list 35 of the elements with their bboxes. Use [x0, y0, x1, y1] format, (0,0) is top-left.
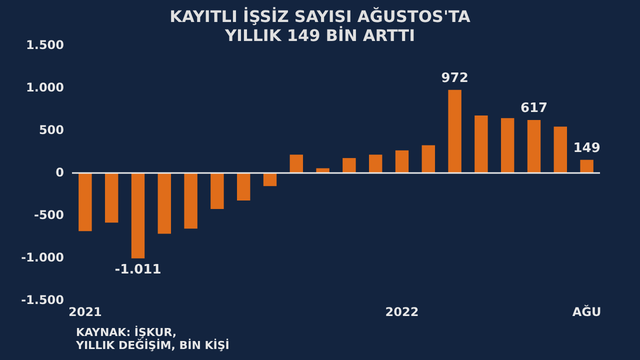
- bar: [237, 172, 250, 201]
- bar: [210, 172, 224, 210]
- y-tick-label: 0: [56, 166, 64, 180]
- bar: [316, 168, 330, 172]
- x-tick-label: 2021: [68, 305, 102, 319]
- data-label: 617: [520, 101, 548, 116]
- y-tick-label: 1.500: [26, 38, 64, 52]
- bar: [78, 172, 92, 232]
- bar: [501, 118, 514, 172]
- y-tick-label: -500: [34, 208, 64, 222]
- text: KAYNAK: İŞKUR, YILLIK DEĞİŞİM, BİN KİŞİ: [75, 325, 230, 352]
- bar: [158, 172, 171, 234]
- bar: [527, 120, 541, 172]
- bar: [369, 154, 382, 172]
- chart-title: KAYITLI İŞSİZ SAYISI AĞUSTOS'TA YILLIK 149 BİN ARTTI: [170, 7, 472, 45]
- bar: [184, 172, 198, 229]
- data-label: 972: [441, 70, 468, 86]
- x-tick-label: AĞU: [572, 304, 602, 319]
- bar: [290, 154, 303, 172]
- y-tick-label: -1.500: [21, 293, 64, 307]
- bar: [105, 172, 118, 223]
- data-label: 149: [573, 140, 600, 156]
- y-tick-label: 1.000: [26, 80, 64, 94]
- bar: [554, 126, 567, 172]
- x-tick-label: 2022: [385, 305, 419, 319]
- bar: [422, 145, 435, 172]
- bar: [448, 90, 462, 172]
- bar: [474, 116, 488, 172]
- y-tick-label: -1.000: [21, 250, 64, 264]
- data-label: -1.011: [114, 262, 162, 278]
- bar: [342, 158, 356, 172]
- y-tick-label: 500: [38, 123, 64, 137]
- bar: [131, 172, 145, 258]
- bar: [580, 160, 594, 172]
- bar: [395, 150, 409, 172]
